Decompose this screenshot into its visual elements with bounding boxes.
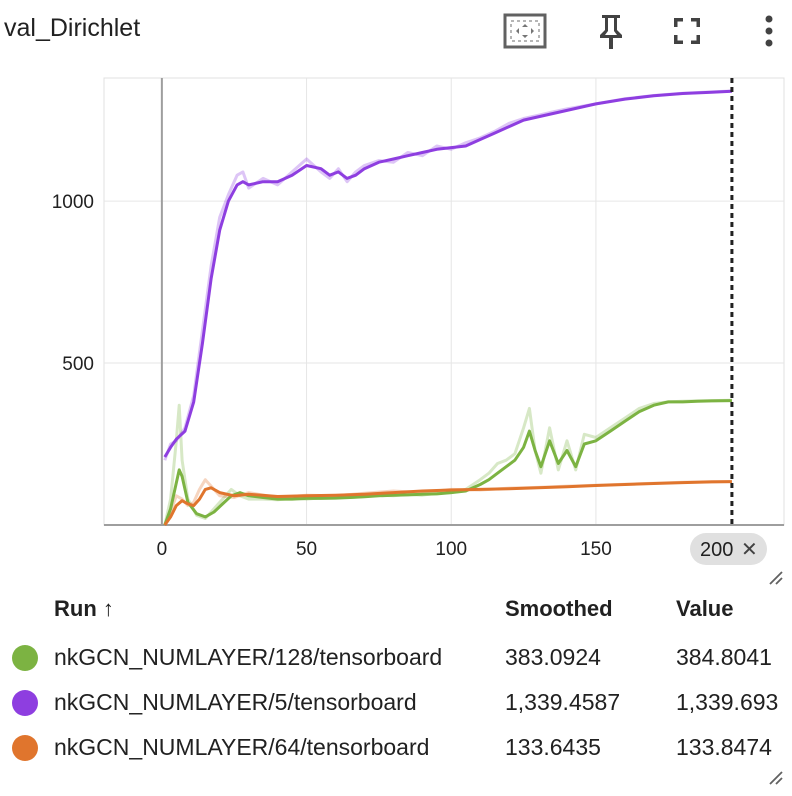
y-tick-label: 500 — [62, 354, 94, 375]
resize-handle-icon[interactable] — [768, 570, 784, 586]
raw-series-line-2 — [163, 478, 732, 526]
smoothed-series-line-1[interactable] — [163, 89, 732, 458]
more-options-button[interactable] — [746, 8, 792, 54]
table-row[interactable]: nkGCN_NUMLAYER/5/tensorboard 1,339.4587 1,… — [0, 681, 792, 725]
chart-title: val_Dirichlet — [4, 14, 141, 42]
hover-step-label: 200 — [700, 539, 733, 561]
resize-handle-icon[interactable] — [768, 770, 784, 786]
run-name: nkGCN_NUMLAYER/5/tensorboard — [54, 689, 417, 715]
raw-series-group — [163, 89, 732, 526]
raw-series-line-1 — [163, 89, 732, 461]
smoothed-series-line-0[interactable] — [163, 399, 732, 526]
line-chart[interactable]: 0 50 100 150 1000 500 200 ✕ — [0, 70, 792, 590]
run-name: nkGCN_NUMLAYER/128/tensorboard — [54, 644, 443, 670]
pin-icon — [600, 15, 622, 49]
x-tick-label: 100 — [435, 539, 467, 560]
raw-value: 133.8474 — [676, 734, 772, 760]
smoothed-value: 383.0924 — [505, 644, 601, 670]
table-row[interactable]: nkGCN_NUMLAYER/128/tensorboard 383.0924 38… — [0, 636, 792, 680]
x-tick-label: 50 — [296, 539, 317, 560]
fit-domain-icon — [503, 13, 547, 49]
y-tick-label: 1000 — [52, 192, 94, 213]
fullscreen-button[interactable] — [664, 8, 710, 54]
x-tick-label: 150 — [580, 539, 612, 560]
run-column-header[interactable]: Run ↑ — [54, 596, 114, 622]
x-tick-labels: 0 50 100 150 — [157, 539, 612, 560]
run-header-label: Run — [54, 596, 97, 621]
run-name: nkGCN_NUMLAYER/64/tensorboard — [54, 734, 430, 760]
smoothed-column-header[interactable]: Smoothed — [505, 596, 613, 621]
run-color-swatch[interactable] — [12, 735, 38, 761]
pin-button[interactable] — [588, 8, 634, 54]
fit-domain-button[interactable] — [502, 8, 548, 54]
sort-ascending-icon: ↑ — [102, 596, 114, 621]
close-icon[interactable]: ✕ — [741, 537, 758, 561]
smoothed-value: 133.6435 — [505, 734, 601, 760]
raw-value: 384.8041 — [676, 644, 772, 670]
run-color-swatch[interactable] — [12, 645, 38, 671]
hover-step-chip[interactable]: 200 ✕ — [690, 533, 767, 565]
raw-value: 1,339.693 — [676, 689, 779, 715]
fullscreen-icon — [674, 18, 700, 44]
table-row[interactable]: nkGCN_NUMLAYER/64/tensorboard 133.6435 133… — [0, 726, 792, 770]
x-tick-label: 0 — [157, 539, 168, 560]
smoothed-series-group — [163, 89, 732, 526]
value-column-header[interactable]: Value — [676, 596, 734, 621]
y-tick-labels: 1000 500 — [52, 192, 94, 375]
raw-series-line-0 — [163, 398, 732, 526]
smoothed-value: 1,339.4587 — [505, 689, 621, 715]
run-color-swatch[interactable] — [12, 690, 38, 716]
smoothed-series-line-2[interactable] — [163, 480, 732, 526]
more-vert-icon — [765, 15, 773, 47]
